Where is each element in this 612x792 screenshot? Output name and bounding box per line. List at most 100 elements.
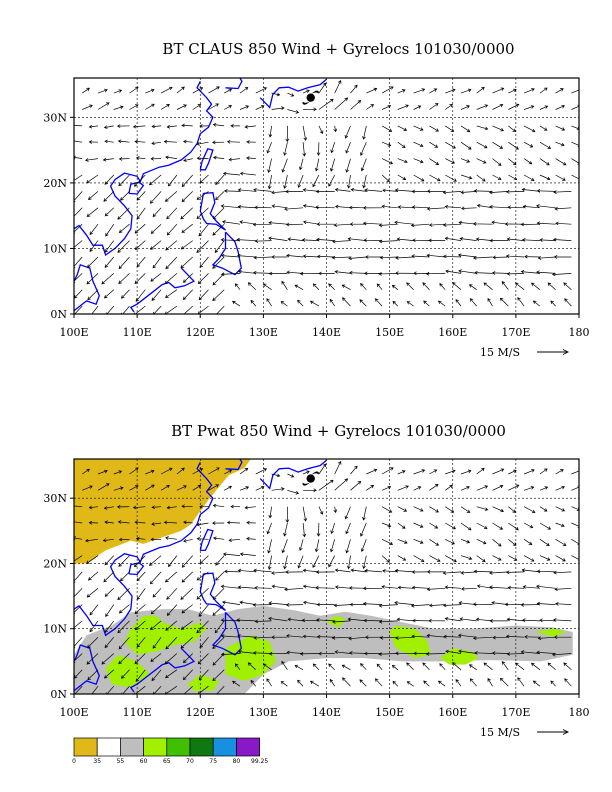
wind-arrow xyxy=(318,506,324,515)
wind-arrow xyxy=(333,223,351,227)
wind-arrow xyxy=(363,238,383,243)
wind-arrow xyxy=(129,104,139,110)
wind-arrow xyxy=(459,617,477,622)
wind-arrow xyxy=(164,273,178,285)
wind-vectors xyxy=(74,460,579,694)
wind-arrow xyxy=(483,282,493,290)
wind-arrow xyxy=(555,539,567,546)
wind-arrow xyxy=(461,206,477,211)
wind-arrow xyxy=(239,86,249,94)
pwat-shade-area xyxy=(105,654,150,688)
wind-arrow xyxy=(283,142,288,156)
wind-arrow xyxy=(472,636,493,641)
map-title: BT Pwat 850 Wind + Gyrelocs 101030/0000 xyxy=(171,422,506,440)
wind-arrow xyxy=(118,653,130,665)
wind-arrow xyxy=(508,506,516,513)
wind-arrow xyxy=(298,539,304,551)
wind-arrow xyxy=(232,680,241,687)
wind-arrow xyxy=(220,584,241,589)
wind-arrow xyxy=(532,680,541,687)
wind-arrow xyxy=(253,255,272,260)
wind-arrow xyxy=(268,220,288,225)
lon-tick-label: 160E xyxy=(438,706,467,719)
wind-arrow xyxy=(350,100,362,110)
wind-arrow xyxy=(224,485,232,491)
wind-arrow xyxy=(397,89,406,94)
wind-arrow xyxy=(413,125,424,131)
wind-arrow xyxy=(86,207,99,217)
wind-arrow xyxy=(359,299,367,307)
wind-arrow xyxy=(563,282,572,290)
wind-arrow xyxy=(238,650,256,654)
wind-arrow xyxy=(460,190,477,195)
wind-arrow xyxy=(136,191,146,201)
wind-arrow xyxy=(97,483,110,491)
wind-arrow xyxy=(181,123,193,128)
wind-arrow xyxy=(103,506,114,510)
wind-arrow xyxy=(379,636,398,640)
wind-arrow xyxy=(492,174,502,180)
wind-arrow xyxy=(376,283,383,290)
wind-arrow xyxy=(164,571,178,583)
wind-arrow xyxy=(271,204,288,209)
wind-arrow xyxy=(378,652,398,656)
colorbar-swatch xyxy=(96,737,121,757)
wind-arrow xyxy=(151,522,162,526)
wind-arrow xyxy=(87,289,99,301)
wind-arrow xyxy=(271,571,288,575)
wind-arrow xyxy=(134,555,146,568)
wind-arrow xyxy=(118,256,130,270)
wind-arrow xyxy=(395,271,414,275)
wind-arrow xyxy=(508,174,518,181)
wind-arrow xyxy=(318,125,324,135)
wind-arrow xyxy=(302,254,319,259)
lat-tick-label: 10N xyxy=(43,242,67,255)
wind-arrow xyxy=(103,289,115,299)
wind-arrow xyxy=(165,289,178,298)
wind-arrow xyxy=(522,618,540,622)
wind-arrow xyxy=(215,191,225,201)
lat-tick-label: 0N xyxy=(50,308,67,321)
wind-arrow xyxy=(220,634,241,638)
wind-arrow xyxy=(504,602,525,607)
wind-arrow xyxy=(286,253,304,258)
wind-arrow xyxy=(413,522,424,528)
wind-arrow xyxy=(215,571,225,581)
wind-arrow xyxy=(316,618,335,622)
wind-arrow xyxy=(294,284,304,291)
wind-arrow xyxy=(555,506,566,512)
wind-arrow xyxy=(246,520,256,525)
wind-arrow xyxy=(505,634,525,639)
coastline xyxy=(259,78,327,109)
wind-arrow xyxy=(303,600,319,605)
wind-arrow xyxy=(328,174,336,187)
wind-arrow xyxy=(422,282,430,290)
wind-arrow xyxy=(149,571,162,585)
wind-arrow xyxy=(198,669,209,681)
wind-arrow xyxy=(104,139,114,144)
wind-arrow xyxy=(97,102,110,110)
wind-arrow xyxy=(341,284,351,291)
wind-arrow xyxy=(87,669,99,681)
wind-arrow xyxy=(553,618,572,622)
wind-arrow xyxy=(397,485,409,491)
wind-arrow xyxy=(395,651,414,656)
wind-arrow xyxy=(151,505,162,510)
wind-arrow xyxy=(192,87,204,94)
wind-arrow xyxy=(429,158,440,165)
wind-arrow xyxy=(505,570,525,575)
wind-arrow xyxy=(294,664,304,671)
wind-arrow xyxy=(460,538,471,544)
coastline xyxy=(199,148,214,171)
wind-arrow xyxy=(297,679,304,687)
wind-arrow xyxy=(350,465,358,475)
wind-arrow xyxy=(366,468,378,475)
wind-arrow xyxy=(476,158,487,164)
wind-arrow xyxy=(536,569,556,574)
wind-arrow xyxy=(445,125,455,132)
wind-arrow xyxy=(555,485,566,491)
wind-arrow xyxy=(329,539,336,553)
wind-arrow xyxy=(445,506,455,513)
wind-arrow xyxy=(360,539,367,553)
wind-arrow xyxy=(145,103,155,110)
